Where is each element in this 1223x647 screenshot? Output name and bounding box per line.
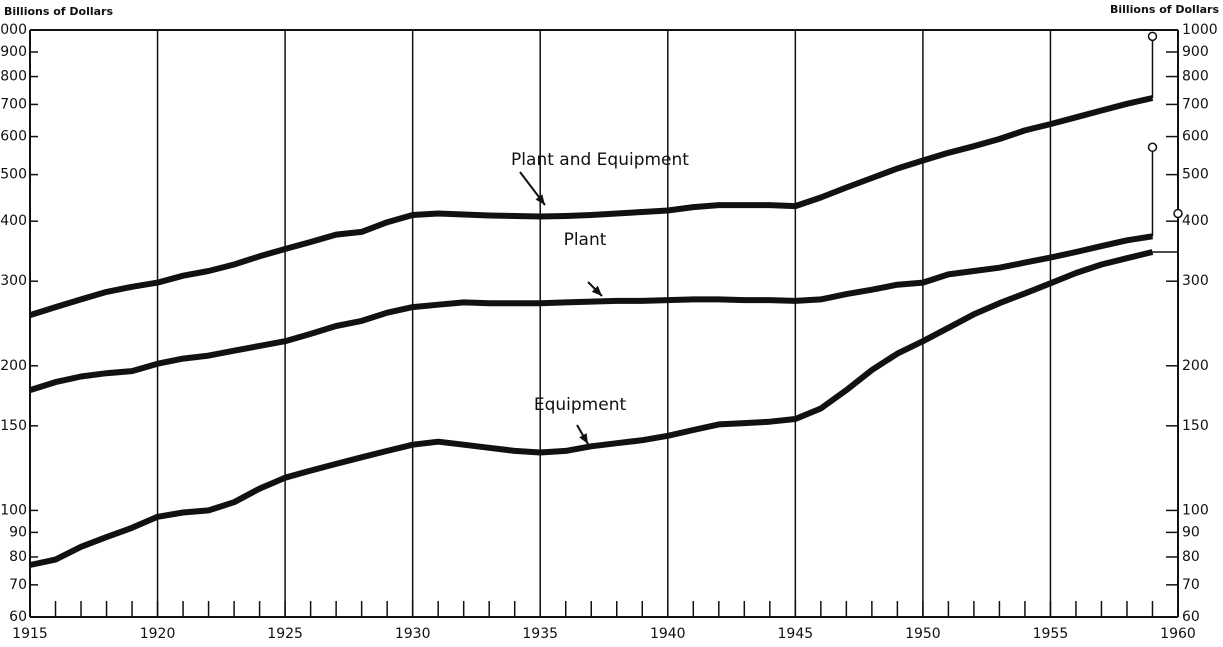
- y2-tick-label: 900: [1182, 44, 1209, 60]
- y2-tick-label: 1000: [1182, 22, 1218, 38]
- x-tick-label: 1955: [1033, 626, 1069, 642]
- y-tick-label: 80: [9, 549, 27, 565]
- point-marker: [1147, 31, 1158, 42]
- connector: [1152, 217, 1179, 253]
- y-tick-label: 150: [0, 418, 27, 434]
- x-tick-label: 1920: [140, 626, 176, 642]
- y2-tick-label: 800: [1182, 69, 1209, 85]
- arrow-head: [535, 194, 545, 205]
- x-tick-label: 1945: [778, 626, 814, 642]
- series-annotation: Plant and Equipment: [511, 150, 689, 170]
- x-tick-label: 1915: [12, 626, 48, 642]
- series-annotation: Equipment: [534, 395, 627, 415]
- y-tick-label: 700: [0, 96, 27, 112]
- y-tick-label: 800: [0, 69, 27, 85]
- x-tick-label: 1935: [522, 626, 558, 642]
- series-line: [29, 95, 1154, 318]
- x-tick-label: 1950: [905, 626, 941, 642]
- x-tick-label: 1930: [395, 626, 431, 642]
- y2-tick-label: 500: [1182, 167, 1209, 183]
- y-tick-label: 200: [0, 358, 27, 374]
- y2-tick-label: 100: [1182, 502, 1209, 518]
- y-tick-label: 70: [9, 577, 27, 593]
- y2-tick-label: 600: [1182, 129, 1209, 145]
- y2-tick-label: 90: [1182, 524, 1200, 540]
- arrow-head: [591, 285, 602, 296]
- y-tick-label: 100: [0, 502, 27, 518]
- y-tick-label: 60: [9, 609, 27, 625]
- y-tick-label: 400: [0, 213, 27, 229]
- y-tick-label: 600: [0, 129, 27, 145]
- y2-tick-label: 700: [1182, 96, 1209, 112]
- y2-tick-label: 150: [1182, 418, 1209, 434]
- series-annotation: Plant: [564, 230, 607, 250]
- y2-tick-label: 60: [1182, 609, 1200, 625]
- x-tick-label: 1940: [650, 626, 686, 642]
- series-line: [29, 233, 1153, 393]
- x-tick-label: 1925: [267, 626, 303, 642]
- x-tick-label: 1960: [1160, 626, 1196, 642]
- y2-tick-label: 80: [1182, 549, 1200, 565]
- y-axis-label: Billions of Dollars: [4, 5, 113, 18]
- point-marker: [1147, 142, 1158, 153]
- y-tick-label: 300: [0, 273, 27, 289]
- arrow-head: [579, 433, 588, 444]
- series-line: [29, 249, 1154, 568]
- y2-tick-label: 300: [1182, 273, 1209, 289]
- y2-tick-label: 400: [1182, 213, 1209, 229]
- y-tick-label: 90: [9, 524, 27, 540]
- y2-axis-label: Billions of Dollars: [1110, 3, 1219, 16]
- y-tick-label: 1000: [0, 22, 27, 38]
- y2-tick-label: 70: [1182, 577, 1200, 593]
- y-tick-label: 500: [0, 167, 27, 183]
- y2-tick-label: 200: [1182, 358, 1209, 374]
- point-marker: [1173, 208, 1183, 219]
- y-tick-label: 900: [0, 44, 27, 60]
